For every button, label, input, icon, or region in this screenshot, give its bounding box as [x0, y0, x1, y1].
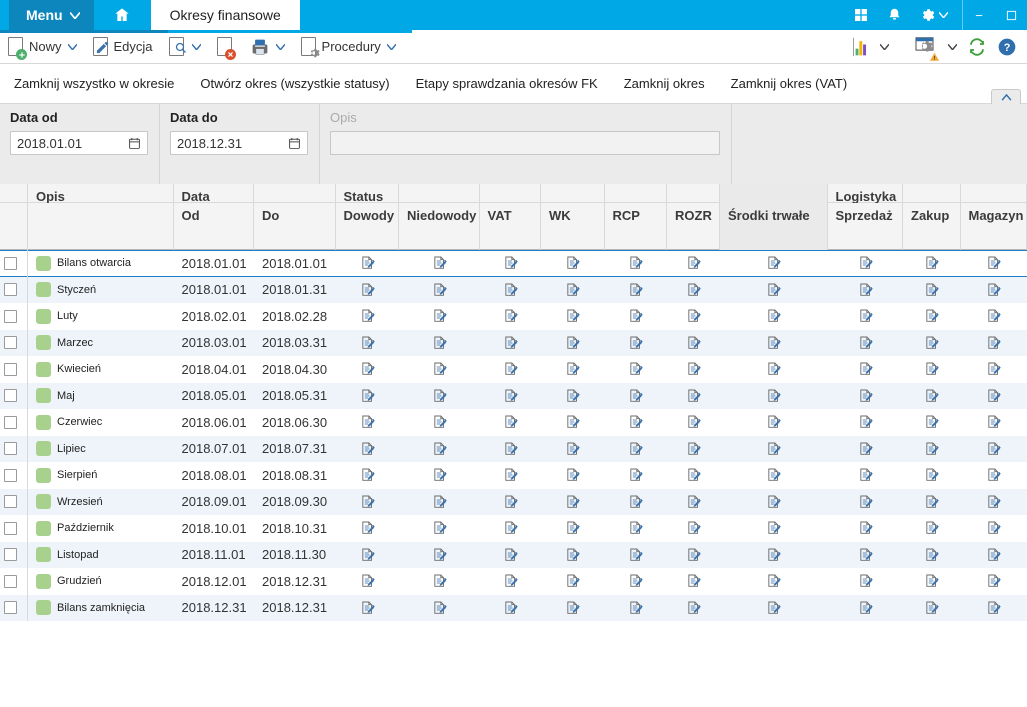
svg-text:?: ? [1004, 42, 1011, 54]
svg-text:!: ! [934, 55, 936, 61]
